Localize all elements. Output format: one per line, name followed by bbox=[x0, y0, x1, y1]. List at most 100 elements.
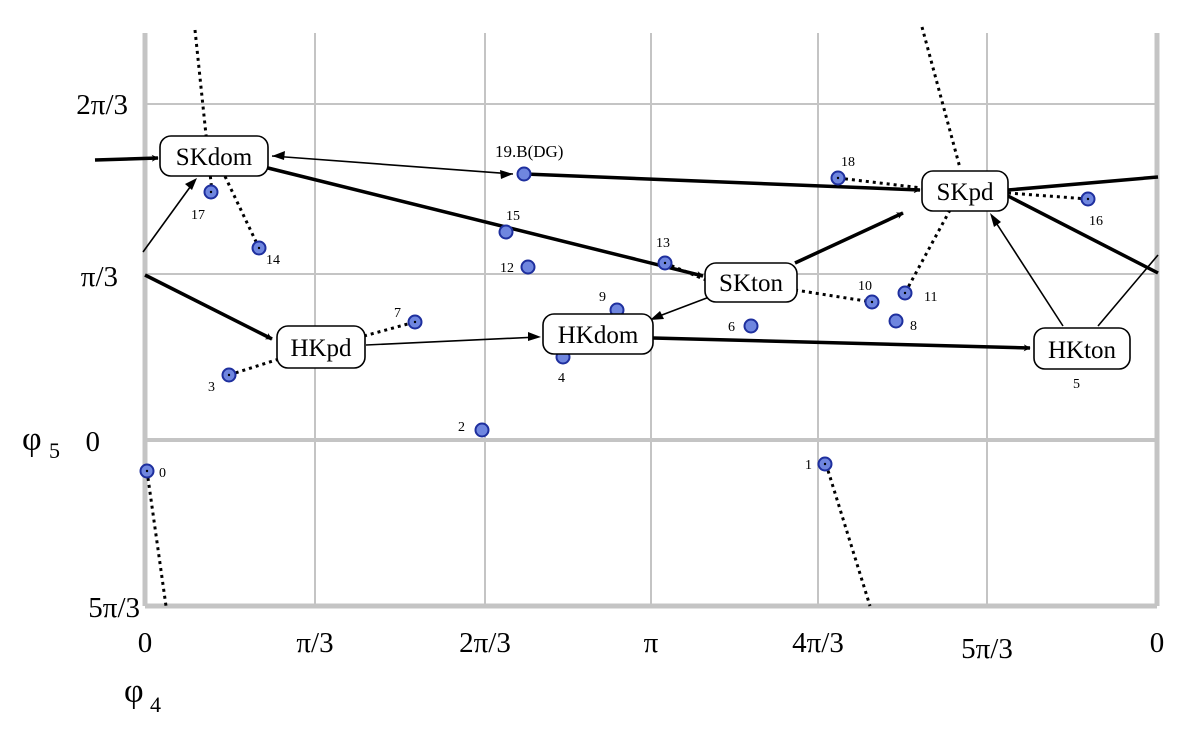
dotted-connector bbox=[145, 470, 168, 607]
point-center bbox=[836, 176, 840, 180]
point-labels: 0 1 2 3 4 5 6 7 8 9 10 11 12 13 14 15 16… bbox=[159, 142, 1103, 481]
point-6 bbox=[743, 318, 759, 334]
point-center bbox=[663, 261, 667, 265]
arrow-skdom-19 bbox=[271, 155, 514, 175]
point-label: 19.B(DG) bbox=[495, 142, 563, 161]
point-label: 1 bbox=[805, 458, 812, 473]
y-tick-label: 5π/3 bbox=[88, 592, 140, 624]
grid bbox=[142, 33, 1160, 609]
node-label: SKton bbox=[719, 270, 783, 297]
x-tick-label: 0 bbox=[138, 627, 153, 659]
point-center bbox=[227, 373, 231, 377]
point-centers bbox=[145, 176, 1090, 473]
point-label: 10 bbox=[858, 279, 872, 294]
x-tick-label: 2π/3 bbox=[459, 627, 511, 659]
point-center bbox=[1086, 197, 1090, 201]
node-label: SKpd bbox=[937, 179, 994, 206]
arrow-in-skdom bbox=[94, 154, 159, 162]
point-label: 7 bbox=[394, 306, 401, 321]
point-label: 3 bbox=[208, 380, 215, 395]
x-axis-subscript: 4 bbox=[150, 692, 161, 717]
point-8 bbox=[888, 313, 904, 329]
x-axis-symbol: φ bbox=[124, 673, 144, 710]
node-hkdom: HKdom bbox=[542, 313, 654, 355]
y-tick-label: 2π/3 bbox=[76, 89, 128, 121]
node-label: SKdom bbox=[176, 144, 253, 171]
node-box bbox=[276, 325, 366, 369]
x-tick-label: π/3 bbox=[296, 627, 333, 659]
point-center bbox=[257, 246, 261, 250]
point-label: 11 bbox=[924, 290, 937, 305]
y-tick-label: 0 bbox=[86, 426, 101, 458]
node-box bbox=[921, 170, 1009, 212]
y-axis-subscript: 5 bbox=[49, 438, 60, 463]
dotted-connector bbox=[363, 320, 416, 338]
arrow-head bbox=[990, 213, 1001, 227]
x-tick-label: 0 bbox=[1150, 627, 1165, 659]
point-12 bbox=[520, 259, 536, 275]
point-2 bbox=[474, 422, 490, 438]
point-15 bbox=[498, 224, 514, 240]
point-label: 0 bbox=[159, 466, 166, 481]
dotted-connector bbox=[837, 176, 923, 190]
point-label: 5 bbox=[1073, 377, 1080, 392]
point-center bbox=[209, 190, 213, 194]
point-label: 17 bbox=[191, 208, 205, 223]
node-skton: SKton bbox=[704, 262, 798, 303]
point-label: 8 bbox=[910, 319, 917, 334]
node-box bbox=[1033, 327, 1131, 370]
arrow-hkdom-hkton bbox=[652, 336, 1031, 352]
arrow-hkton-skpd bbox=[992, 217, 1064, 327]
point-label: 14 bbox=[266, 253, 280, 268]
line-skpd-right-down bbox=[1007, 194, 1159, 275]
arrow-head bbox=[528, 332, 541, 341]
dotted-connector bbox=[228, 357, 280, 377]
line-hkton-right bbox=[1097, 254, 1159, 327]
dotted-connector bbox=[903, 209, 952, 294]
point-label: 12 bbox=[500, 261, 514, 276]
arrow-skton-skpd bbox=[794, 211, 904, 265]
point-label: 4 bbox=[558, 371, 565, 386]
arrow-head bbox=[500, 170, 513, 179]
arrow-19-skpd bbox=[524, 172, 921, 194]
thin-arrows bbox=[142, 151, 1159, 346]
dotted-connector bbox=[794, 288, 873, 304]
dotted-connector bbox=[824, 463, 872, 607]
point-center bbox=[145, 469, 149, 473]
x-tick-labels: 0 π/3 2π/3 π 4π/3 5π/3 0 bbox=[138, 627, 1165, 665]
y-tick-label: π/3 bbox=[81, 261, 118, 293]
nodes: SKdom SKpd SKton HKpd HKdom HKton bbox=[159, 135, 1131, 370]
arrow-head bbox=[185, 178, 197, 190]
thick-arrows bbox=[94, 154, 1159, 352]
dotted-connector bbox=[220, 169, 261, 249]
node-skpd: SKpd bbox=[921, 170, 1009, 212]
point-label: 9 bbox=[599, 290, 606, 305]
arrow-head bbox=[272, 151, 285, 160]
node-skdom: SKdom bbox=[159, 135, 269, 177]
y-tick-labels: 2π/3 π/3 0 5π/3 bbox=[76, 89, 140, 624]
point-label: 15 bbox=[506, 209, 520, 224]
dotted-connector bbox=[920, 26, 962, 169]
line-skpd-right-up bbox=[1007, 175, 1159, 192]
node-box bbox=[159, 135, 269, 177]
point-label: 16 bbox=[1089, 214, 1103, 229]
node-box bbox=[704, 262, 798, 303]
point-center bbox=[870, 300, 874, 304]
x-tick-label: 5π/3 bbox=[961, 633, 1013, 665]
arrow-left-skdom bbox=[142, 182, 194, 253]
point-label: 2 bbox=[458, 420, 465, 435]
y-axis-symbol: φ bbox=[22, 421, 42, 458]
y-axis-name: φ 5 bbox=[22, 421, 60, 463]
x-tick-label: 4π/3 bbox=[792, 627, 844, 659]
arrow-head bbox=[650, 311, 664, 320]
node-hkton: HKton bbox=[1033, 327, 1131, 370]
node-hkpd: HKpd bbox=[276, 325, 366, 369]
point-center bbox=[903, 291, 907, 295]
dotted-connector bbox=[1007, 191, 1089, 201]
node-box bbox=[542, 313, 654, 355]
x-axis-name: φ 4 bbox=[124, 673, 161, 717]
arrow-hkpd-hkdom bbox=[365, 336, 539, 346]
arrow-left-hkpd bbox=[144, 273, 273, 341]
arrow-skdom-skton bbox=[267, 166, 704, 278]
